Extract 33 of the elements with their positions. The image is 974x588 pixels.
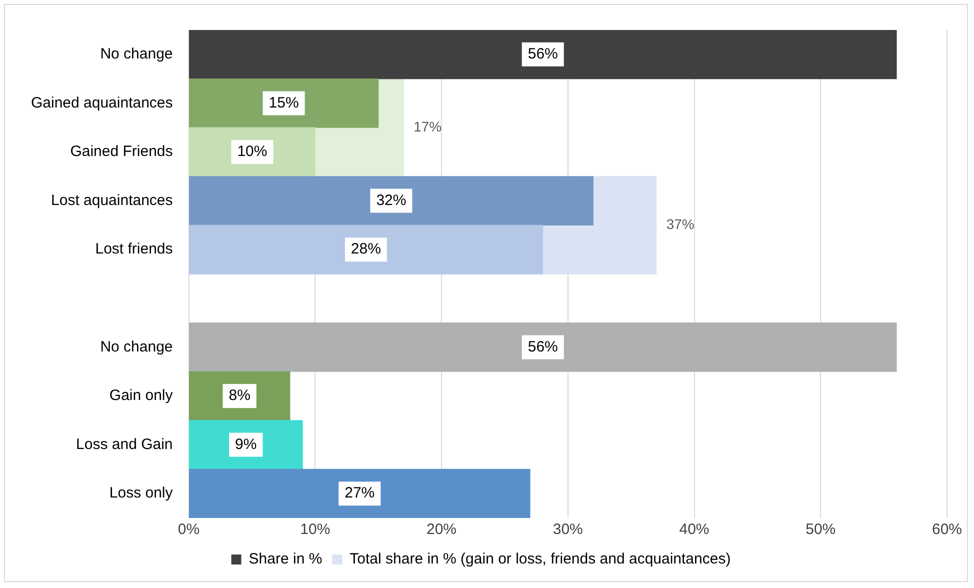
y-tick-label: Gained aquaintances xyxy=(30,94,173,112)
data-label: 15% xyxy=(268,94,299,112)
x-tick-label: 60% xyxy=(932,521,962,538)
data-label: 9% xyxy=(235,436,257,453)
x-tick-label: 20% xyxy=(426,521,457,538)
data-label: 8% xyxy=(228,387,250,404)
bar xyxy=(188,224,543,274)
data-label: 27% xyxy=(344,484,375,502)
y-tick-label: Gain only xyxy=(109,387,174,404)
x-tick-label: 30% xyxy=(552,521,583,538)
bar xyxy=(188,30,897,80)
data-label: 17% xyxy=(414,118,442,134)
legend-label: Total share in % (gain or loss, friends and acquaintances) xyxy=(350,550,731,568)
y-tick-label: No change xyxy=(100,338,173,356)
x-tick-label: 50% xyxy=(806,521,836,538)
x-tick-label: 0% xyxy=(178,521,200,538)
y-tick-label: No change xyxy=(100,46,173,63)
x-tick-label: 40% xyxy=(679,521,710,538)
data-label: 28% xyxy=(350,240,381,258)
data-label: 32% xyxy=(376,192,406,209)
y-tick-label: Lost friends xyxy=(95,240,173,258)
data-label: 10% xyxy=(237,143,268,160)
data-label: 56% xyxy=(528,338,558,356)
data-label: 37% xyxy=(666,216,694,232)
y-tick-label: Gained Friends xyxy=(70,143,173,160)
x-tick-label: 10% xyxy=(300,521,330,538)
y-tick-label: Loss only xyxy=(109,484,174,502)
legend-label: Share in % xyxy=(248,550,322,568)
y-tick-label: Lost aquaintances xyxy=(51,192,173,209)
y-tick-label: Loss and Gain xyxy=(76,436,173,453)
data-label: 56% xyxy=(528,46,558,63)
bar xyxy=(188,322,897,372)
bar xyxy=(188,468,530,518)
